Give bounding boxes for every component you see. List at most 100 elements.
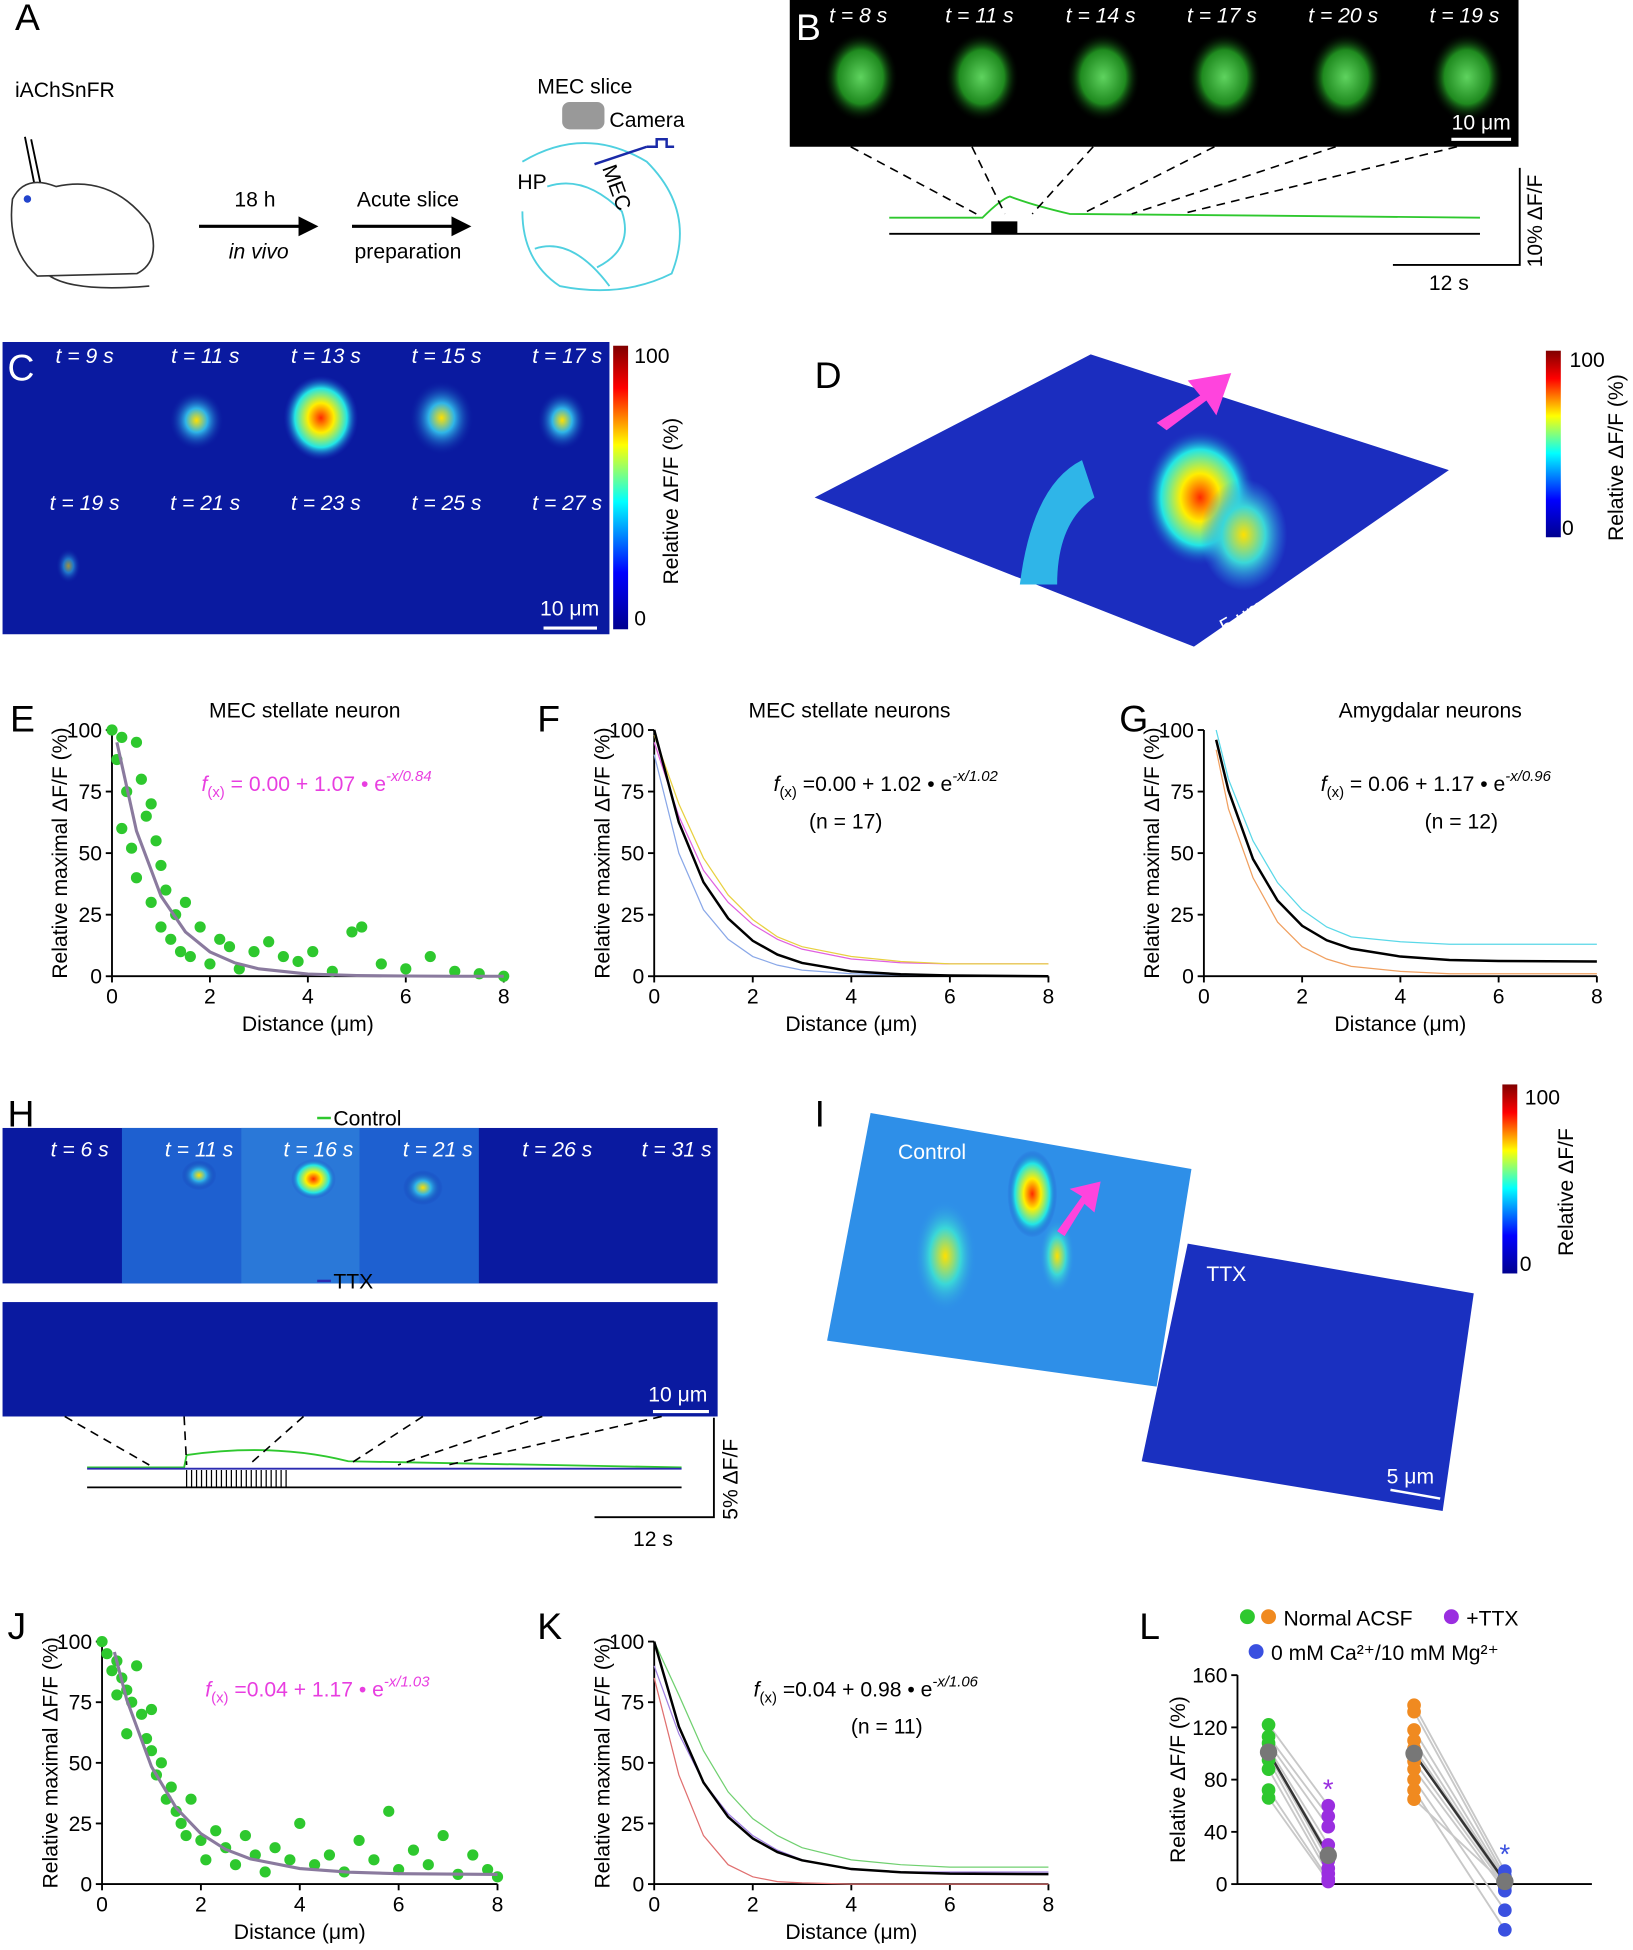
point (277, 950, 289, 963)
colorbar-max: 100 (1570, 349, 1605, 372)
surface (827, 1113, 1192, 1387)
electrode (594, 138, 675, 166)
y-tick-label: 75 (621, 781, 645, 804)
x-tick-label: 6 (944, 1893, 956, 1916)
point (263, 936, 275, 948)
y-tick-label: 40 (1204, 1821, 1228, 1844)
y-tick-label: 0 (1182, 966, 1194, 989)
y-axis-label: Relative maximal ΔF/F (%) (1141, 728, 1164, 979)
fit-line (1215, 729, 1597, 945)
y-tick-label: 80 (1204, 1769, 1228, 1792)
step-label: Acute slice (357, 188, 459, 211)
injection-site (23, 195, 32, 203)
x-tick-label: 8 (492, 1893, 504, 1916)
point (101, 1648, 113, 1660)
point (116, 822, 128, 835)
time-label: t = 17 s (1187, 4, 1257, 27)
fit-equation: f(x) = 0.00 + 1.07 • e-x/0.84 (202, 768, 432, 801)
point (145, 1745, 158, 1757)
mouse-drawing (10, 181, 155, 289)
region-label: MEC (597, 162, 635, 214)
time-label: t = 23 s (291, 492, 361, 515)
equation-part: -x/0.96 (1505, 768, 1551, 785)
n-label: (n = 17) (809, 810, 882, 833)
equation-part: = 0.06 + 1.17 • e (1344, 773, 1505, 796)
condition-label: in vivo (229, 241, 289, 264)
x-tick-label: 0 (106, 986, 118, 1009)
point (1498, 1903, 1512, 1918)
point (467, 1849, 479, 1861)
equation-part: =0.04 + 0.98 • e (777, 1678, 932, 1701)
time-label: t = 15 s (412, 345, 482, 368)
pair-line (1267, 1735, 1329, 1817)
y-tick-label: 75 (79, 781, 103, 804)
point (307, 946, 319, 958)
pair-line (1267, 1797, 1330, 1883)
x-tick-label: 8 (1043, 1893, 1055, 1916)
pair-line (1413, 1779, 1506, 1911)
y-axis-label: Relative maximal ΔF/F (%) (49, 728, 72, 979)
surface (1141, 1243, 1474, 1512)
y-tick-label: 25 (1170, 904, 1194, 927)
panel-b: B 10 μm 10% ΔF/F 12 s t = 8 s t = 11 s t =… (789, 0, 1547, 295)
time-label: t = 14 s (1066, 4, 1136, 27)
equation-part: -x/1.02 (952, 768, 998, 785)
x-tick-label: 6 (944, 986, 956, 1009)
connector (1031, 146, 1094, 215)
point (259, 1866, 271, 1878)
y-tick-label: 0 (1216, 1874, 1228, 1897)
surface-peak (914, 1200, 977, 1313)
y-axis-label: Relative maximal ΔF/F (%) (591, 1637, 614, 1888)
equation-part: = 0.00 + 1.07 • e (225, 773, 386, 796)
scale-bars (594, 1417, 715, 1519)
y-tick-label: 75 (1170, 781, 1194, 804)
time-label: t = 13 s (291, 345, 361, 368)
colorbar-label: Relative ΔF/F (1555, 1128, 1578, 1256)
point (1321, 1809, 1336, 1824)
x-tick-label: 0 (648, 986, 660, 1009)
x-tick-label: 4 (1395, 986, 1407, 1009)
colorbar-label: Relative ΔF/F (%) (660, 418, 683, 585)
fit-line (1214, 739, 1597, 963)
point (1407, 1723, 1421, 1737)
y-tick-label: 0 (633, 1874, 645, 1897)
point (184, 950, 196, 963)
fit-line (653, 1641, 1049, 1876)
point (1261, 1762, 1276, 1777)
colorbar-max: 100 (1525, 1086, 1560, 1109)
signal (283, 375, 359, 461)
legend-label: 0 mM Ca²⁺/10 mM Mg²⁺ (1271, 1642, 1499, 1665)
point (200, 1854, 212, 1866)
y-tick-label: 100 (609, 1631, 644, 1654)
point (368, 1854, 380, 1866)
arrow-head (451, 216, 472, 237)
pair-line (1267, 1747, 1330, 1846)
y-tick-label: 100 (67, 719, 102, 742)
x-scale-label: 12 s (1429, 272, 1469, 295)
connector (1181, 145, 1458, 215)
signal (56, 548, 81, 584)
point (195, 1834, 207, 1847)
fit-line (653, 1677, 1049, 1885)
equation-part: f (774, 773, 782, 796)
step-label: preparation (355, 241, 462, 264)
y-tick-label: 25 (621, 904, 645, 927)
point (482, 1863, 494, 1876)
point (323, 1849, 336, 1861)
point (1321, 1819, 1336, 1834)
point (150, 835, 162, 847)
connector (64, 1415, 150, 1466)
equation-part: (x) (207, 784, 224, 801)
point (165, 1781, 177, 1793)
panel-label: A (15, 0, 40, 38)
mean-line (1413, 1752, 1506, 1883)
region-label: HP (517, 171, 546, 194)
surface (814, 354, 1449, 647)
scale-bar-label: 10 μm (540, 598, 599, 621)
y-tick-label: 25 (69, 1813, 92, 1836)
chart-title: Amygdalar neurons (1339, 700, 1522, 723)
panel-label: L (1139, 1605, 1160, 1647)
connector (347, 1415, 424, 1466)
signal (169, 390, 224, 451)
y-scale-label: 5% ΔF/F (720, 1439, 743, 1520)
